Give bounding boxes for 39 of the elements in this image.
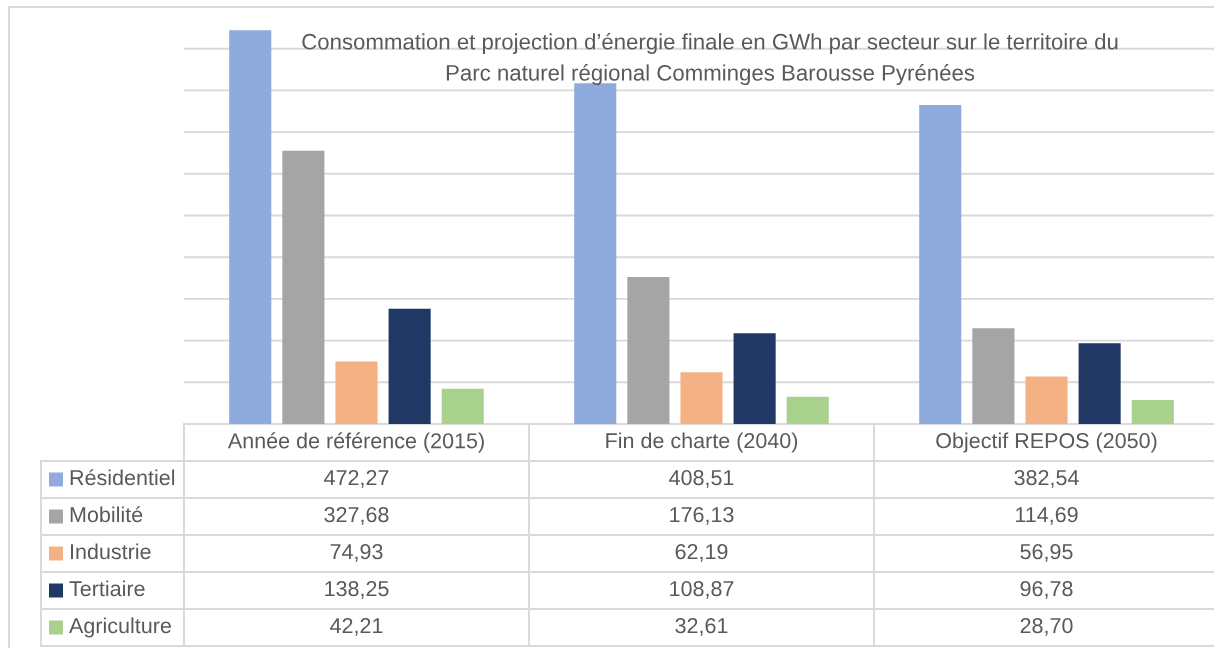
bar — [680, 372, 723, 424]
data-label: 28,70 — [1020, 618, 1073, 636]
data-label: 74,93 — [330, 544, 383, 562]
bar — [441, 388, 484, 424]
x-tick-label: Objectif REPOS (2050) — [936, 432, 1157, 453]
data-label: 408,51 — [669, 470, 734, 488]
bar — [919, 104, 962, 424]
bar — [627, 277, 670, 424]
x-tick-label: Fin de charte (2040) — [606, 432, 798, 453]
data-label: 327,68 — [324, 507, 389, 525]
bar — [282, 150, 325, 424]
bar — [733, 333, 776, 424]
data-label: 382,54 — [1014, 470, 1079, 488]
legend-label: Industrie — [70, 543, 151, 560]
legend-label: Tertiaire — [69, 580, 145, 597]
data-label: 62,19 — [675, 544, 728, 562]
data-label: 56,95 — [1020, 544, 1073, 562]
bar — [388, 308, 431, 424]
text: Consommation et projection d’énergie finale en GWh par secteur sur le territoire du Parc naturel régional Comminges Barousse Pyrénées — [302, 33, 1118, 86]
data-label: 32,61 — [675, 618, 728, 636]
bar — [1078, 343, 1121, 424]
bar — [1025, 376, 1068, 424]
data-label: 176,13 — [670, 507, 734, 525]
bar — [574, 83, 617, 424]
data-label: 42,21 — [330, 618, 383, 636]
data-label: 472,27 — [324, 470, 389, 488]
data-label: 96,78 — [1020, 581, 1073, 599]
legend-label: Mobilité — [70, 506, 143, 523]
x-tick-label: Année de référence (2015) — [227, 432, 484, 453]
legend-label: Agriculture — [69, 617, 171, 638]
bar — [1131, 400, 1174, 424]
data-label: 108,87 — [670, 581, 734, 599]
bar — [786, 396, 829, 424]
data-label: 114,69 — [1016, 507, 1078, 525]
bar — [335, 361, 378, 424]
bar — [229, 30, 272, 424]
data-label: 138,25 — [325, 581, 389, 599]
legend-label: Résidentiel — [70, 469, 175, 486]
bar — [972, 328, 1015, 424]
